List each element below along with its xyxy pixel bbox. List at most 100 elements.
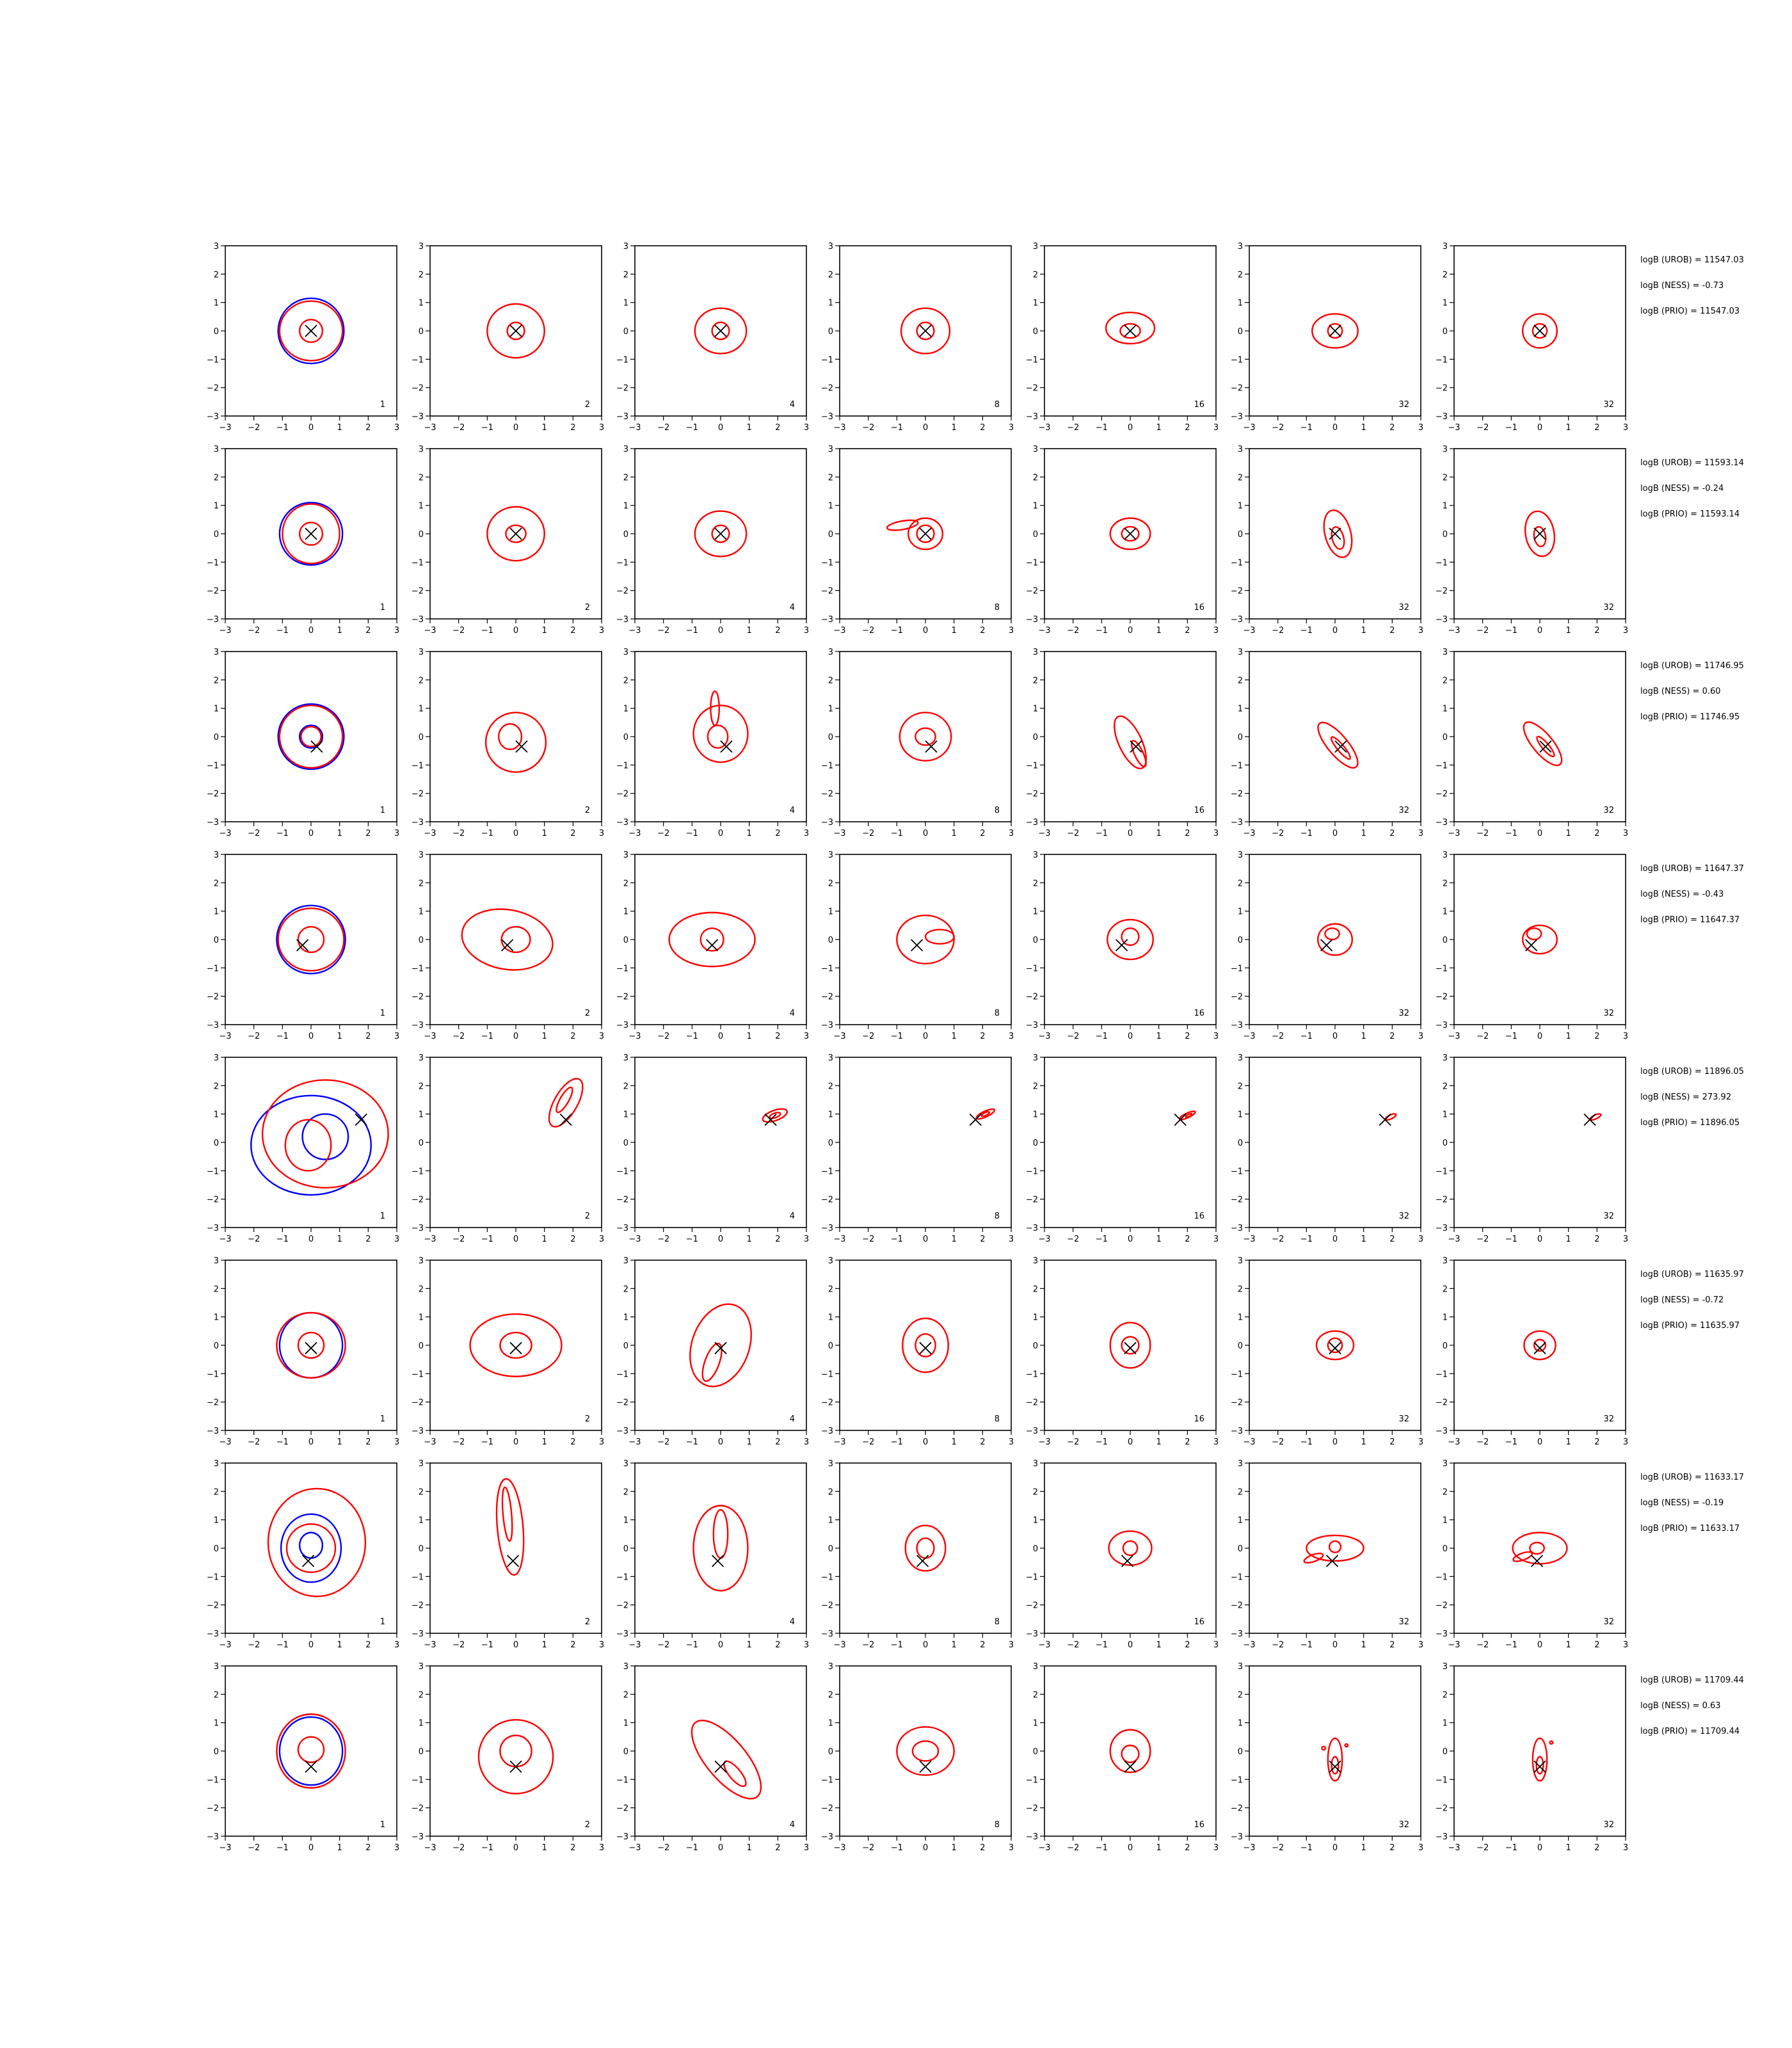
subplot-count-label: 2 [585, 400, 590, 410]
approx-contour [1331, 1756, 1340, 1775]
x-tick-label: 3 [1418, 1032, 1423, 1041]
y-tick-label: 3 [214, 1256, 219, 1266]
y-tick-label: −2 [821, 587, 833, 596]
subplot: −3−3 −2 −2 −1 −1 0 0 1 1 2 2 3 3 32 [1231, 1256, 1423, 1447]
x-tick-label: −2 [862, 626, 874, 636]
approx-contour [285, 1523, 337, 1573]
reference-contour [298, 1532, 324, 1559]
y-tick-label: 0 [1443, 936, 1448, 945]
y-tick-label: −3 [821, 1224, 833, 1233]
y-tick-label: 2 [214, 676, 219, 685]
x-tick-label: 0 [923, 1032, 928, 1041]
x-tick-label: −1 [1505, 1235, 1517, 1244]
x-tick-label: 2 [1594, 1235, 1599, 1244]
x-tick-label: 2 [1185, 1235, 1190, 1244]
y-tick-label: −2 [1231, 1601, 1243, 1611]
y-tick-label: −2 [1436, 384, 1448, 394]
x-tick-label: −1 [1096, 1032, 1108, 1041]
x-tick-label: 0 [718, 1843, 723, 1853]
subplot-count-label: 1 [380, 1820, 385, 1830]
x-tick-label: 0 [1128, 626, 1133, 636]
subplot: −3−3 −2 −2 −1 −1 0 0 1 1 2 2 3 3 16 [1026, 1053, 1219, 1244]
y-tick-label: −3 [1436, 1021, 1448, 1030]
x-tick-label: 1 [1361, 423, 1366, 433]
x-tick-label: 3 [1009, 829, 1014, 838]
x-tick-label: 1 [542, 1843, 547, 1853]
x-tick-label: 2 [570, 626, 575, 636]
true-value-marker [1124, 1760, 1137, 1773]
x-tick-label: −1 [1300, 1235, 1313, 1244]
reference-contour [250, 1094, 372, 1196]
subplot-count-label: 1 [380, 1617, 385, 1627]
subplot-count-label: 16 [1194, 1414, 1204, 1424]
y-tick-label: −1 [412, 1167, 424, 1176]
y-tick-label: 2 [1033, 879, 1038, 888]
x-tick-label: −3 [1243, 1235, 1255, 1244]
subplot-count-label: 32 [1603, 1009, 1614, 1018]
approx-contour [900, 307, 951, 355]
y-tick-label: 3 [828, 1256, 833, 1266]
x-tick-label: 1 [1156, 423, 1162, 433]
x-tick-label: 1 [1566, 423, 1571, 433]
approx-contour [1121, 927, 1140, 947]
y-tick-label: −1 [1231, 1370, 1243, 1379]
y-tick-label: 2 [419, 879, 424, 888]
subplot-count-label: 1 [380, 1212, 385, 1221]
approx-contour [477, 1719, 554, 1795]
approx-contour [769, 1112, 781, 1119]
y-tick-label: 3 [419, 851, 424, 860]
y-tick-label: 0 [419, 1747, 424, 1757]
x-tick-label: 2 [365, 829, 371, 838]
y-tick-label: 1 [214, 1719, 219, 1729]
y-tick-label: 3 [419, 242, 424, 252]
approx-contour [1119, 323, 1141, 339]
approx-contour [486, 303, 545, 359]
y-tick-label: 2 [1033, 676, 1038, 685]
subplot-count-label: 1 [380, 1414, 385, 1424]
x-tick-label: −2 [657, 1640, 669, 1650]
x-tick-label: 3 [599, 1640, 604, 1650]
subplot-count-label: 32 [1398, 1009, 1409, 1018]
y-tick-label: 2 [419, 1284, 424, 1294]
approx-contour [1121, 1336, 1140, 1355]
axes-frame [1453, 854, 1626, 1025]
x-tick-label: −3 [219, 1640, 231, 1650]
x-tick-label: −3 [1038, 1843, 1050, 1853]
x-tick-label: −3 [628, 1843, 641, 1853]
x-tick-label: 1 [1156, 1843, 1162, 1853]
y-tick-label: 0 [828, 733, 833, 742]
x-tick-label: 3 [1418, 1843, 1423, 1853]
subplot: −3−3 −2 −2 −1 −1 0 0 1 1 2 2 3 3 16 [1026, 648, 1219, 838]
y-tick-label: −3 [1436, 1427, 1448, 1436]
y-tick-label: 3 [828, 445, 833, 454]
x-tick-label: 2 [775, 423, 780, 433]
x-tick-label: 0 [308, 626, 314, 636]
x-tick-label: 2 [1389, 423, 1395, 433]
y-tick-label: 2 [623, 879, 628, 888]
axes-frame [225, 651, 397, 822]
y-tick-label: 3 [214, 1459, 219, 1469]
approx-contour [694, 307, 748, 355]
x-tick-label: −2 [248, 1640, 260, 1650]
axes-frame [839, 1260, 1012, 1431]
y-tick-label: 3 [623, 648, 628, 657]
x-tick-label: −1 [891, 423, 903, 433]
subplot-count-label: 2 [585, 1820, 590, 1830]
x-tick-label: 0 [308, 1235, 314, 1244]
y-tick-label: 1 [1238, 1719, 1243, 1729]
x-tick-label: 1 [952, 1032, 957, 1041]
x-tick-label: −1 [891, 626, 903, 636]
y-tick-label: 3 [1443, 1459, 1448, 1469]
x-tick-label: 3 [1009, 423, 1014, 433]
y-tick-label: −2 [821, 384, 833, 394]
x-tick-label: 1 [542, 829, 547, 838]
x-tick-label: 1 [542, 1032, 547, 1041]
x-tick-label: 2 [365, 1032, 371, 1041]
x-tick-label: 3 [1418, 829, 1423, 838]
subplot: −3−3 −2 −2 −1 −1 0 0 1 1 2 2 3 3 2 [412, 648, 604, 838]
x-tick-label: 0 [1332, 1437, 1338, 1447]
x-tick-label: −2 [862, 1640, 874, 1650]
x-tick-label: 1 [1361, 1032, 1366, 1041]
y-tick-label: 1 [1238, 1313, 1243, 1323]
y-tick-label: 2 [214, 270, 219, 280]
